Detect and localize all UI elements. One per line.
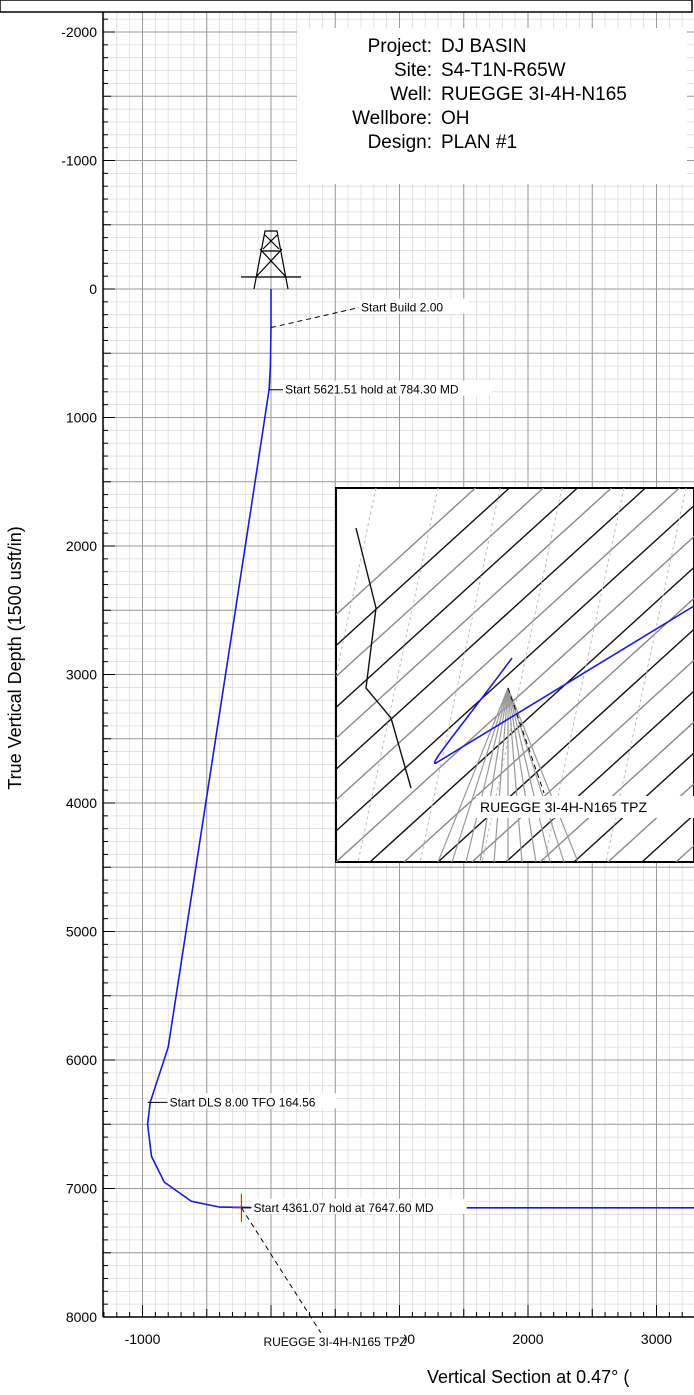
fan-trace xyxy=(479,687,509,862)
inset-leader xyxy=(507,687,545,794)
annotation-label: Start Build 2.00 xyxy=(361,301,443,315)
fan-trace xyxy=(507,687,579,862)
inset-detail-view: RUEGGE 3I-4H-N165 TPZ xyxy=(335,487,694,863)
offset-well-trace xyxy=(336,504,694,833)
offset-well-trace xyxy=(336,488,544,678)
annotation-bg xyxy=(283,380,492,396)
fan-trace xyxy=(507,687,565,862)
info-key: Wellbore: xyxy=(352,108,432,129)
y-axis-label: True Vertical Depth (1500 usft/in) xyxy=(5,526,25,789)
fan-trace xyxy=(451,687,509,862)
x-axis-label: Vertical Section at 0.47° ( xyxy=(427,1367,629,1387)
offset-well-trace xyxy=(336,488,476,616)
info-value: RUEGGE 3I-4H-N165 xyxy=(441,84,627,105)
fan-trace xyxy=(507,687,551,862)
rig-derrick xyxy=(253,230,289,290)
inset-content: RUEGGE 3I-4H-N165 TPZ xyxy=(336,488,694,862)
annotation-leader xyxy=(241,1207,322,1335)
info-key: Site: xyxy=(393,60,432,81)
y-tick-label: 6000 xyxy=(66,1052,97,1068)
annotation-bg xyxy=(261,1332,405,1348)
info-key: Well: xyxy=(390,84,432,105)
y-tick-label: -2000 xyxy=(61,24,97,40)
info-value: DJ BASIN xyxy=(441,36,527,57)
well-info-box: Project: DJ BASIN Site: S4-T1N-R65W Well… xyxy=(297,28,687,184)
annotation-label: Start 5621.51 hold at 784.30 MD xyxy=(285,383,459,397)
y-tick-label: 5000 xyxy=(66,924,97,940)
inset-target-label: RUEGGE 3I-4H-N165 TPZ xyxy=(480,799,647,815)
info-key: Design: xyxy=(367,132,432,153)
annotation-label: Start 4361.07 hold at 7647.60 MD xyxy=(253,1201,433,1215)
annotations: Start Build 2.00 Start 5621.51 hold at 78… xyxy=(147,298,492,1349)
axes xyxy=(102,0,694,1318)
y-tick-label: -1000 xyxy=(61,153,97,169)
x-tick-label: 3000 xyxy=(641,1331,672,1347)
x-tick-label: -1000 xyxy=(125,1331,161,1347)
annotation-bg xyxy=(251,1198,467,1214)
minor-grid xyxy=(103,0,694,1318)
fan-trace xyxy=(465,687,509,862)
drilling-rig-icon xyxy=(241,230,301,290)
info-key: Project: xyxy=(367,36,432,57)
fan-trace xyxy=(437,687,509,862)
info-value: PLAN #1 xyxy=(441,132,518,153)
offset-well-trace xyxy=(355,527,412,789)
info-value: OH xyxy=(441,108,470,129)
inset-grid-line xyxy=(419,488,501,862)
y-tick-label: 0 xyxy=(89,281,97,297)
y-tick-label: 3000 xyxy=(66,667,97,683)
top-frame xyxy=(0,0,693,13)
offset-well-trace xyxy=(369,566,694,862)
y-tick-label: 7000 xyxy=(66,1181,97,1197)
x-tick-label: 2000 xyxy=(512,1331,543,1347)
annotation-label: RUEGGE 3I-4H-N165 TPZ xyxy=(263,1335,406,1349)
inset-grid-line xyxy=(357,488,439,862)
annotation-label: Start DLS 8.00 TFO 164.56 xyxy=(170,1095,316,1109)
offset-well-trace xyxy=(336,535,694,862)
inset-label-bg xyxy=(476,796,694,818)
offset-well-trace xyxy=(336,488,612,740)
y-tick-label: 1000 xyxy=(66,410,97,426)
y-tick-label: 4000 xyxy=(66,795,97,811)
y-tick-label: 2000 xyxy=(66,538,97,554)
annotation-bg xyxy=(359,298,469,314)
offset-well-trace xyxy=(336,488,510,647)
offset-well-trace xyxy=(336,488,578,709)
info-value: S4-T1N-R65W xyxy=(441,60,566,81)
offset-well-trace xyxy=(336,488,646,771)
offset-well-trace xyxy=(336,488,680,802)
y-tick-label: 8000 xyxy=(66,1309,97,1325)
fan-trace xyxy=(493,687,509,862)
inset-wellpath xyxy=(433,605,694,764)
annotation-leader xyxy=(270,307,360,329)
annotation-bg xyxy=(167,1093,337,1109)
